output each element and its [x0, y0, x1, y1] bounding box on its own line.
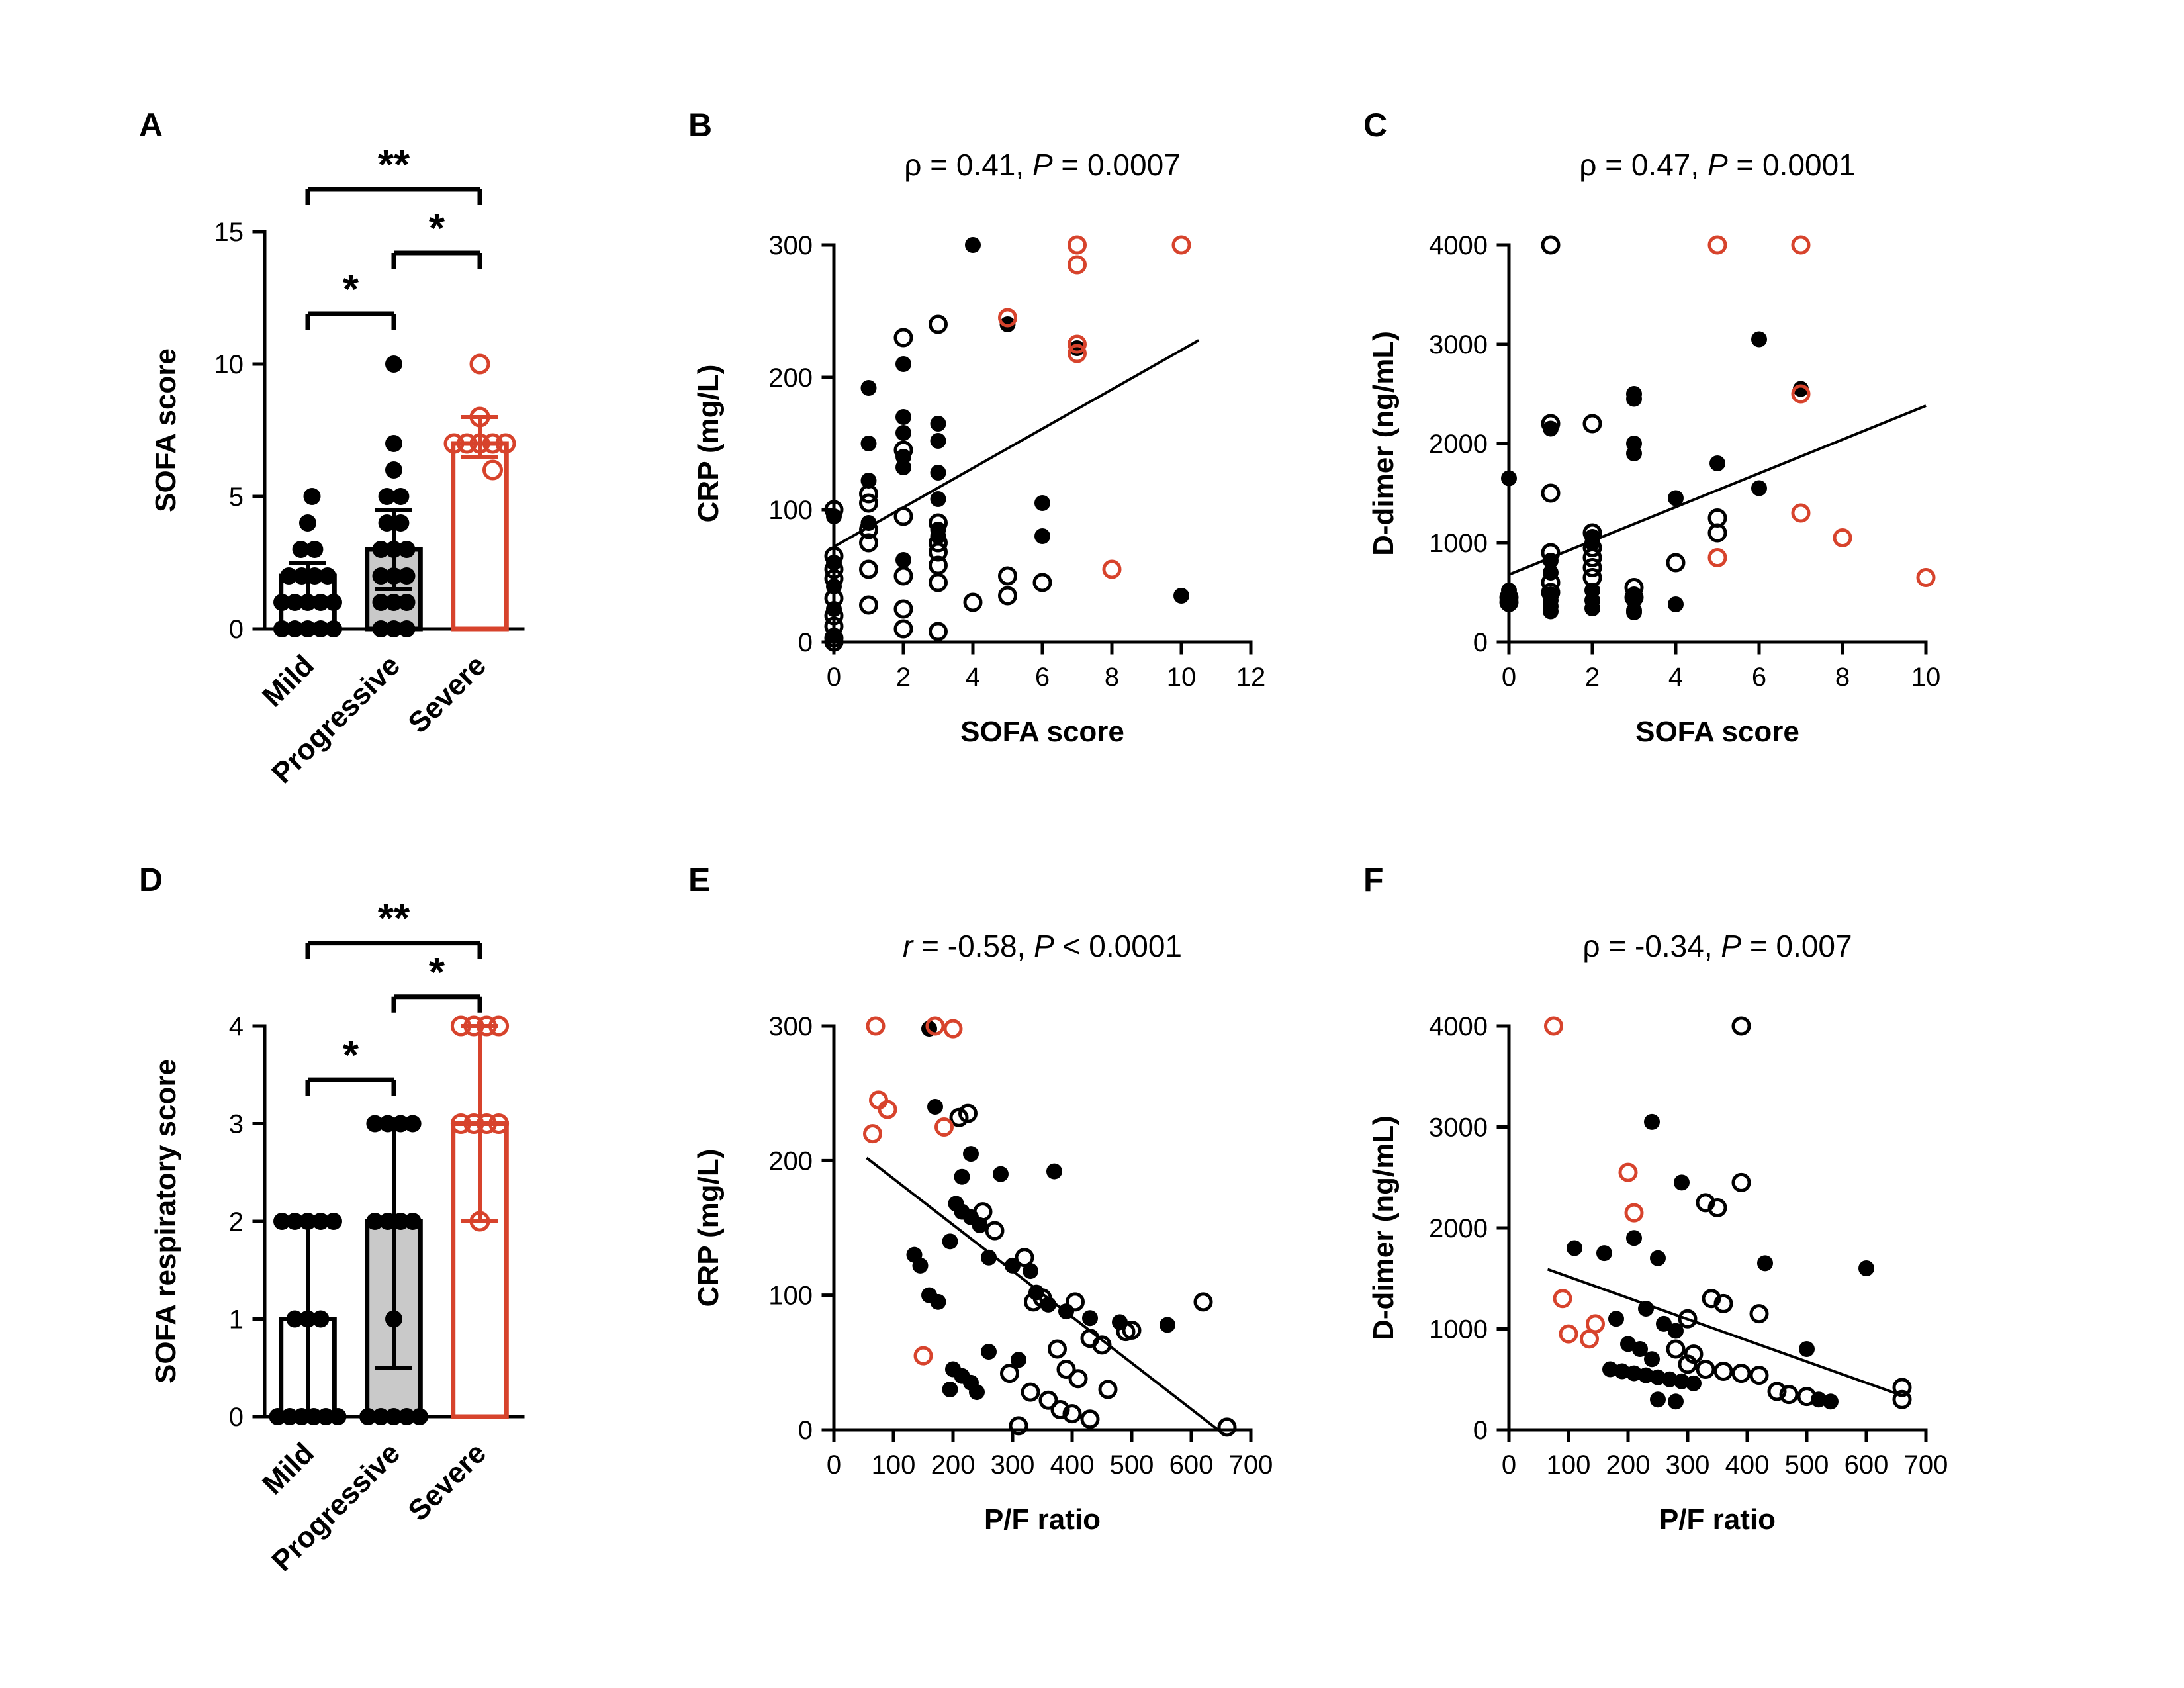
panel-e-chart: 0 100 200 300 400 500 600 700 0 100 200 300 P/F rati…	[692, 929, 1273, 1536]
svg-text:4: 4	[1668, 663, 1683, 692]
svg-text:0: 0	[1502, 663, 1516, 692]
panel-c-chart: 0 2 4 6 8 10 0 1000 2000 3000 4000 SOFA score D-dime…	[1367, 148, 1941, 748]
svg-text:8: 8	[1835, 663, 1850, 692]
svg-text:300: 300	[768, 231, 813, 260]
svg-text:ρ = 0.47, P = 0.0001: ρ = 0.47, P = 0.0001	[1579, 148, 1856, 182]
svg-text:SOFA score: SOFA score	[1635, 716, 1799, 748]
svg-text:SOFA respiratory score: SOFA respiratory score	[150, 1059, 182, 1383]
svg-text:ρ = 0.41, P = 0.0007: ρ = 0.41, P = 0.0007	[904, 148, 1181, 182]
svg-text:4000: 4000	[1429, 1012, 1488, 1041]
svg-text:Severe: Severe	[402, 1436, 492, 1527]
svg-text:0: 0	[798, 628, 813, 657]
svg-text:0: 0	[229, 1403, 244, 1432]
svg-text:1: 1	[229, 1305, 244, 1335]
svg-text:700: 700	[1904, 1450, 1948, 1479]
svg-text:r = -0.58, P < 0.0001: r = -0.58, P < 0.0001	[903, 929, 1182, 963]
svg-text:200: 200	[768, 363, 813, 393]
panel-b-label: B	[688, 107, 713, 144]
svg-text:CRP (mg/L): CRP (mg/L)	[692, 365, 725, 523]
svg-text:600: 600	[1169, 1450, 1214, 1479]
svg-text:**: **	[378, 142, 410, 188]
svg-text:200: 200	[768, 1147, 813, 1176]
panel-c-label: C	[1363, 107, 1388, 144]
svg-text:D-dimer (ng/mL): D-dimer (ng/mL)	[1367, 1115, 1400, 1340]
svg-text:ρ = -0.34, P = 0.007: ρ = -0.34, P = 0.007	[1582, 929, 1852, 963]
svg-text:0: 0	[827, 663, 841, 692]
svg-text:500: 500	[1110, 1450, 1154, 1479]
svg-text:10: 10	[1911, 663, 1941, 692]
svg-text:D-dimer (ng/mL): D-dimer (ng/mL)	[1367, 331, 1400, 556]
svg-text:600: 600	[1844, 1450, 1889, 1479]
panel-a: A 0 5 10 15 SOFA score Mild Progressive Severe *…	[113, 99, 642, 861]
svg-text:200: 200	[931, 1450, 976, 1479]
svg-text:**: **	[378, 896, 410, 942]
svg-text:4000: 4000	[1429, 231, 1488, 260]
svg-text:P/F ratio: P/F ratio	[984, 1503, 1101, 1536]
svg-text:CRP (mg/L): CRP (mg/L)	[692, 1149, 725, 1307]
svg-text:SOFA score: SOFA score	[150, 348, 182, 512]
svg-text:1000: 1000	[1429, 529, 1488, 558]
svg-text:700: 700	[1229, 1450, 1273, 1479]
svg-text:5: 5	[229, 483, 244, 512]
svg-text:100: 100	[768, 1282, 813, 1311]
svg-text:P/F ratio: P/F ratio	[1659, 1503, 1776, 1536]
panel-f: F 0 100 200 300 400 500 600 700 0 1000 2000 3000 400…	[1337, 854, 1999, 1681]
svg-text:Mild: Mild	[256, 1436, 320, 1501]
panel-b-chart: 0 2 4 6 8 10 12 0 100 200 300 SOFA score CRP (mg/L) ρ…	[692, 148, 1266, 748]
svg-text:2000: 2000	[1429, 430, 1488, 459]
panel-c: C 0 2 4 6 8 10 0 1000 2000 3000 4000 SOFA score D-di…	[1337, 99, 1999, 861]
svg-text:3: 3	[229, 1110, 244, 1139]
svg-text:15: 15	[214, 218, 244, 247]
svg-text:0: 0	[1473, 1416, 1488, 1445]
svg-text:500: 500	[1785, 1450, 1829, 1479]
svg-text:2: 2	[229, 1207, 244, 1237]
svg-text:4: 4	[229, 1012, 244, 1041]
svg-text:100: 100	[768, 496, 813, 525]
svg-text:4: 4	[966, 663, 980, 692]
svg-text:Mild: Mild	[256, 649, 320, 713]
svg-text:*: *	[429, 206, 445, 252]
svg-text:*: *	[343, 267, 359, 312]
svg-text:Severe: Severe	[402, 649, 492, 739]
svg-text:0: 0	[1473, 628, 1488, 657]
panel-f-chart: 0 100 200 300 400 500 600 700 0 1000 2000 3000 4000 P…	[1367, 929, 1948, 1536]
panel-b: B 0 2 4 6 8 10 12 0 100 200 300 SOFA score CRP (mg/L…	[662, 99, 1324, 861]
panel-f-label: F	[1363, 861, 1384, 898]
svg-text:400: 400	[1050, 1450, 1095, 1479]
svg-text:0: 0	[229, 615, 244, 644]
panel-d-label: D	[139, 861, 163, 898]
svg-text:SOFA score: SOFA score	[960, 716, 1124, 748]
svg-text:6: 6	[1035, 663, 1050, 692]
svg-text:8: 8	[1105, 663, 1119, 692]
svg-text:200: 200	[1606, 1450, 1651, 1479]
svg-text:0: 0	[827, 1450, 841, 1479]
panel-e-label: E	[688, 861, 711, 898]
svg-text:2: 2	[896, 663, 911, 692]
svg-text:2000: 2000	[1429, 1214, 1488, 1243]
svg-text:0: 0	[1502, 1450, 1516, 1479]
svg-text:0: 0	[798, 1416, 813, 1445]
panel-a-label: A	[139, 107, 163, 144]
svg-text:300: 300	[768, 1012, 813, 1041]
panel-d: D 0 1 2 3 4 SOFA respiratory score Mild Progres…	[113, 854, 642, 1681]
svg-text:1000: 1000	[1429, 1315, 1488, 1344]
svg-text:10: 10	[1167, 663, 1197, 692]
svg-text:100: 100	[1547, 1450, 1591, 1479]
svg-text:10: 10	[214, 350, 244, 379]
svg-text:*: *	[343, 1033, 359, 1078]
svg-text:300: 300	[1666, 1450, 1710, 1479]
panel-e: E 0 100 200 300 400 500 600 700 0 100 200 300 P/F ra…	[662, 854, 1324, 1681]
svg-text:300: 300	[991, 1450, 1035, 1479]
svg-text:6: 6	[1752, 663, 1766, 692]
svg-text:100: 100	[872, 1450, 916, 1479]
svg-text:12: 12	[1236, 663, 1266, 692]
svg-text:*: *	[429, 950, 445, 996]
svg-text:3000: 3000	[1429, 1113, 1488, 1143]
svg-text:2: 2	[1585, 663, 1600, 692]
svg-text:400: 400	[1725, 1450, 1770, 1479]
svg-text:3000: 3000	[1429, 330, 1488, 359]
